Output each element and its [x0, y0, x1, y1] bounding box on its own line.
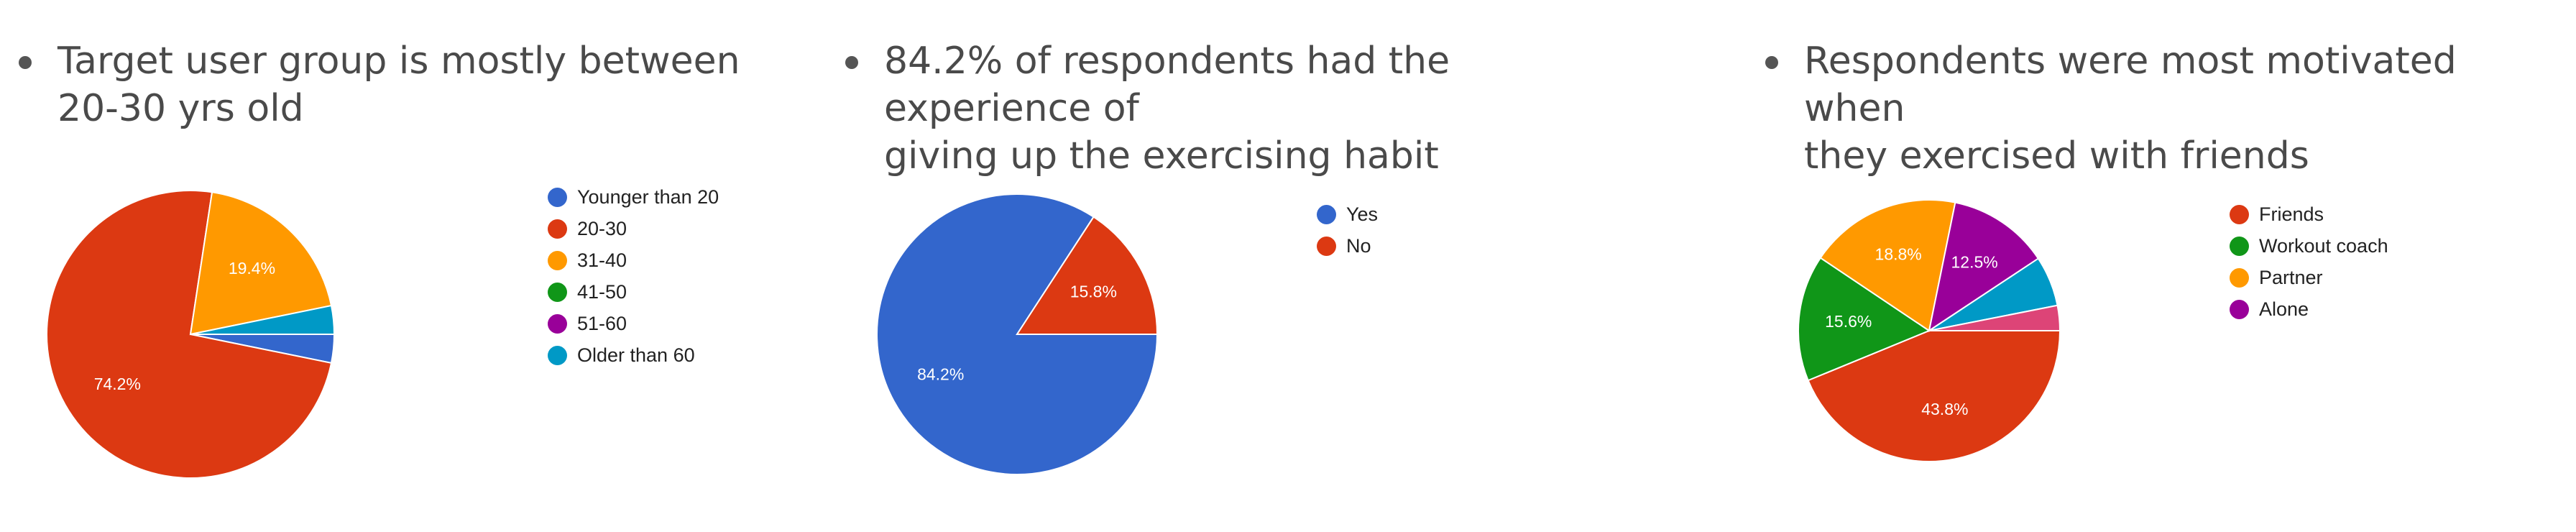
legend-item-partner[interactable]: Partner: [2230, 262, 2388, 293]
legend-swatch: [548, 187, 567, 207]
legend-item-41-50[interactable]: 41-50: [548, 276, 719, 308]
legend-item-20-30[interactable]: 20-30: [548, 213, 719, 244]
pie-slice-older-than-60[interactable]: [190, 304, 336, 335]
quit-habit-pie-chart: 84.2% 15.8%: [876, 193, 1159, 475]
slice-label-no: 15.8%: [1070, 283, 1117, 301]
legend-label: 41-50: [577, 280, 627, 303]
quit-habit-legend: Yes No: [1317, 198, 1378, 262]
legend-item-alone[interactable]: Alone: [2230, 293, 2388, 325]
legend-label: Older than 60: [577, 344, 695, 366]
chart-heading: 84.2% of respondents had the experience …: [884, 40, 1450, 178]
legend-swatch: [2230, 299, 2249, 319]
quit-habit-chart-panel: 84.2% of respondents had the experience …: [827, 0, 1747, 532]
legend-swatch: [548, 345, 567, 365]
legend-swatch: [1317, 236, 1336, 256]
legend-label: Partner: [2259, 266, 2323, 288]
legend-label: 20-30: [577, 217, 627, 239]
legend-swatch: [548, 250, 567, 270]
slice-label-alone: 12.5%: [1951, 253, 1998, 272]
legend-item-51-60[interactable]: 51-60: [548, 308, 719, 339]
legend-item-31-40[interactable]: 31-40: [548, 244, 719, 276]
legend-label: Alone: [2259, 298, 2309, 320]
legend-label: Workout coach: [2259, 234, 2388, 257]
motivation-pie-chart: 43.8% 15.6% 18.8% 12.5%: [1798, 199, 2061, 462]
slice-label-yes: 84.2%: [917, 365, 964, 384]
legend-item-workout-coach[interactable]: Workout coach: [2230, 230, 2388, 262]
bullet-dot: [845, 56, 858, 69]
pie-slice-other-2[interactable]: [1928, 304, 2061, 331]
pie-slice-alone[interactable]: [1928, 201, 2040, 333]
age-pie-chart: 74.2% 19.4%: [46, 190, 336, 479]
legend-swatch: [2230, 204, 2249, 224]
legend-label: 31-40: [577, 249, 627, 271]
age-chart-panel: Target user group is mostly between 20-3…: [0, 0, 827, 532]
chart-heading: Target user group is mostly between 20-3…: [58, 40, 740, 130]
legend-label: Friends: [2259, 203, 2324, 225]
legend-item-yes[interactable]: Yes: [1317, 198, 1378, 230]
pie-slice-workout-coach[interactable]: [1798, 257, 1931, 382]
legend-swatch: [2230, 267, 2249, 288]
pie-slice-no[interactable]: [1016, 216, 1159, 335]
pie-slice-friends[interactable]: [1807, 330, 2061, 462]
age-legend: Younger than 20 20-30 31-40 41-50 51-60 Older…: [548, 181, 719, 371]
slice-label-workout-coach: 15.6%: [1825, 312, 1872, 331]
slice-label-partner: 18.8%: [1875, 245, 1922, 264]
legend-swatch: [548, 282, 567, 302]
slice-label-31-40: 19.4%: [229, 259, 275, 278]
chart-heading: Respondents were most motivated when the…: [1804, 40, 2457, 178]
bullet-dot: [1765, 56, 1778, 69]
slice-label-20-30: 74.2%: [94, 375, 141, 393]
bullet-dot: [19, 56, 32, 69]
motivation-chart-panel: Respondents were most motivated when the…: [1747, 0, 2576, 532]
legend-item-younger-than-20[interactable]: Younger than 20: [548, 181, 719, 213]
legend-label: Yes: [1346, 203, 1379, 225]
legend-item-no[interactable]: No: [1317, 230, 1378, 262]
legend-label: No: [1346, 234, 1371, 257]
legend-swatch: [548, 219, 567, 239]
pie-slice-partner[interactable]: [1819, 199, 1956, 332]
legend-swatch: [2230, 236, 2249, 256]
legend-label: Younger than 20: [577, 185, 719, 208]
pie-slice-31-40[interactable]: [189, 191, 333, 336]
legend-swatch: [1317, 204, 1336, 224]
legend-item-older-than-60[interactable]: Older than 60: [548, 339, 719, 371]
legend-item-friends[interactable]: Friends: [2230, 198, 2388, 230]
pie-slice-20-30[interactable]: [46, 190, 333, 479]
legend-label: 51-60: [577, 312, 627, 334]
legend-swatch: [548, 313, 567, 334]
slice-label-friends: 43.8%: [1921, 400, 1968, 418]
motivation-legend: Friends Workout coach Partner Alone: [2230, 198, 2388, 325]
